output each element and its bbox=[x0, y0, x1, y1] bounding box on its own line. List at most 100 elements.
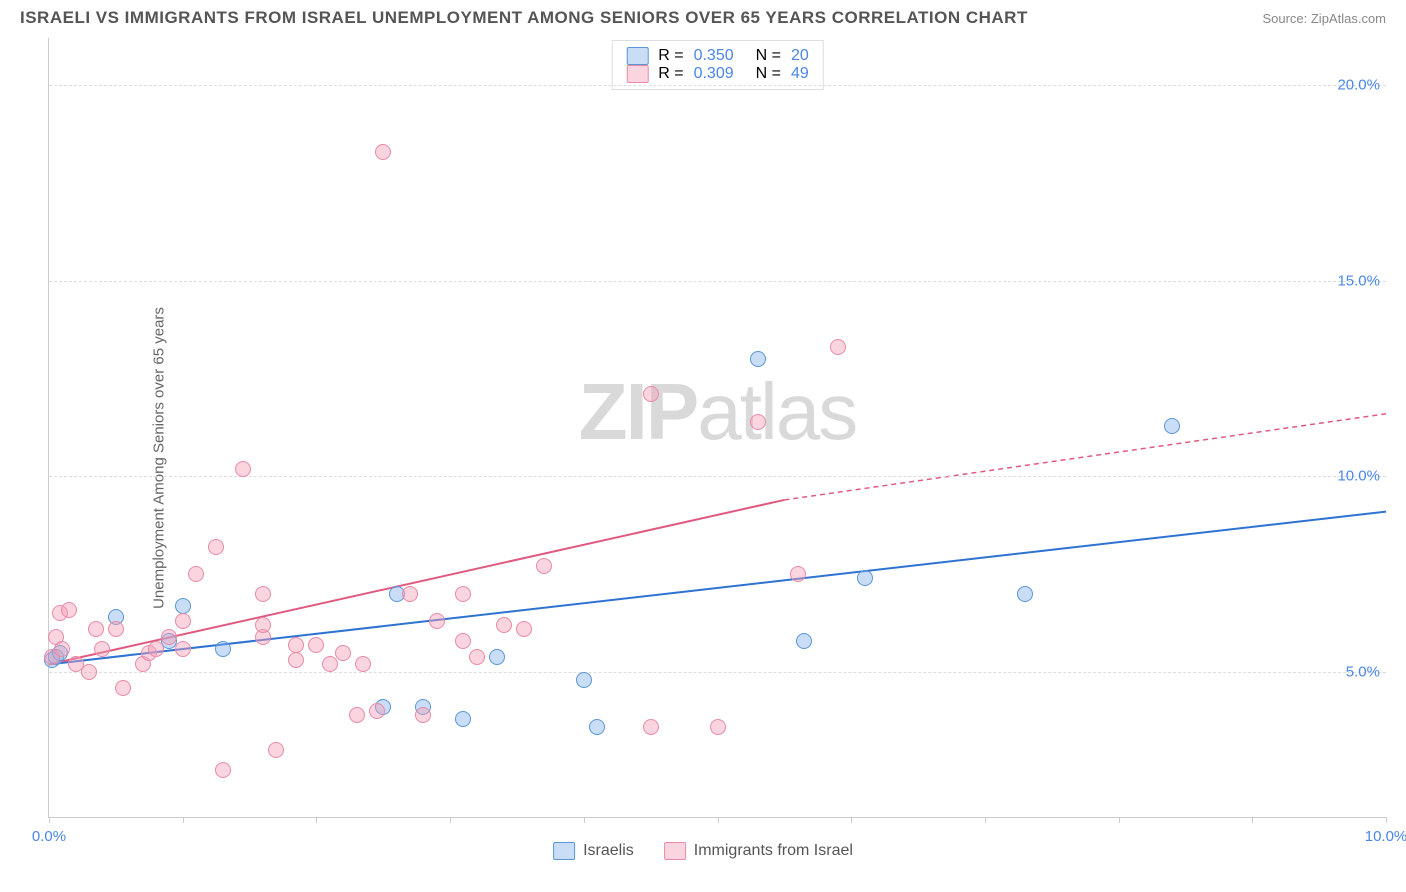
legend-series: Israelis Immigrants from Israel bbox=[553, 842, 853, 860]
legend-row: R =0.309N =49 bbox=[626, 65, 809, 83]
y-tick-label: 5.0% bbox=[1346, 664, 1380, 681]
x-tick bbox=[985, 817, 986, 823]
grid-line bbox=[49, 281, 1386, 282]
data-point bbox=[750, 351, 766, 367]
data-point bbox=[335, 645, 351, 661]
data-point bbox=[643, 719, 659, 735]
x-tick bbox=[183, 817, 184, 823]
trend-lines bbox=[49, 38, 1386, 817]
legend-correlation: R =0.350N =20R =0.309N =49 bbox=[611, 40, 824, 90]
legend-swatch bbox=[626, 65, 648, 83]
data-point bbox=[429, 613, 445, 629]
data-point bbox=[375, 144, 391, 160]
data-point bbox=[161, 629, 177, 645]
legend-r-label: R = bbox=[658, 65, 683, 83]
data-point bbox=[790, 566, 806, 582]
chart-title: ISRAELI VS IMMIGRANTS FROM ISRAEL UNEMPL… bbox=[20, 8, 1028, 28]
source-label: Source: ZipAtlas.com bbox=[1262, 11, 1386, 26]
data-point bbox=[536, 558, 552, 574]
data-point bbox=[589, 719, 605, 735]
data-point bbox=[175, 613, 191, 629]
data-point bbox=[415, 707, 431, 723]
data-point bbox=[308, 637, 324, 653]
data-point bbox=[115, 680, 131, 696]
x-tick-label: 10.0% bbox=[1365, 828, 1406, 845]
legend-item-label: Israelis bbox=[583, 842, 634, 860]
watermark-bold: ZIP bbox=[579, 367, 697, 456]
data-point bbox=[215, 762, 231, 778]
x-tick bbox=[49, 817, 50, 823]
data-point bbox=[489, 649, 505, 665]
x-tick bbox=[1119, 817, 1120, 823]
data-point bbox=[710, 719, 726, 735]
x-tick bbox=[1386, 817, 1387, 823]
watermark: ZIPatlas bbox=[579, 366, 856, 458]
x-tick bbox=[584, 817, 585, 823]
legend-r-label: R = bbox=[658, 47, 683, 65]
legend-n-label: N = bbox=[756, 65, 781, 83]
x-tick bbox=[1252, 817, 1253, 823]
data-point bbox=[175, 598, 191, 614]
data-point bbox=[455, 711, 471, 727]
legend-item: Immigrants from Israel bbox=[664, 842, 853, 860]
data-point bbox=[188, 566, 204, 582]
data-point bbox=[268, 742, 284, 758]
title-bar: ISRAELI VS IMMIGRANTS FROM ISRAEL UNEMPL… bbox=[0, 0, 1406, 38]
data-point bbox=[54, 641, 70, 657]
legend-item: Israelis bbox=[553, 842, 634, 860]
legend-r-value: 0.350 bbox=[694, 47, 734, 65]
legend-swatch bbox=[553, 842, 575, 860]
x-tick bbox=[718, 817, 719, 823]
x-tick-label: 0.0% bbox=[32, 828, 66, 845]
plot-outer: ZIPatlas R =0.350N =20R =0.309N =49 5.0%… bbox=[48, 38, 1386, 818]
grid-line bbox=[49, 85, 1386, 86]
data-point bbox=[750, 414, 766, 430]
data-point bbox=[322, 656, 338, 672]
data-point bbox=[355, 656, 371, 672]
data-point bbox=[830, 339, 846, 355]
data-point bbox=[255, 586, 271, 602]
data-point bbox=[516, 621, 532, 637]
data-point bbox=[81, 664, 97, 680]
plot: ZIPatlas R =0.350N =20R =0.309N =49 5.0%… bbox=[48, 38, 1386, 818]
y-tick-label: 15.0% bbox=[1337, 272, 1380, 289]
data-point bbox=[496, 617, 512, 633]
legend-n-value: 49 bbox=[791, 65, 809, 83]
legend-swatch bbox=[664, 842, 686, 860]
data-point bbox=[402, 586, 418, 602]
legend-row: R =0.350N =20 bbox=[626, 47, 809, 65]
grid-line bbox=[49, 476, 1386, 477]
data-point bbox=[288, 652, 304, 668]
data-point bbox=[61, 602, 77, 618]
grid-line bbox=[49, 672, 1386, 673]
data-point bbox=[455, 586, 471, 602]
data-point bbox=[108, 621, 124, 637]
legend-swatch bbox=[626, 47, 648, 65]
data-point bbox=[235, 461, 251, 477]
data-point bbox=[208, 539, 224, 555]
data-point bbox=[148, 641, 164, 657]
x-tick bbox=[851, 817, 852, 823]
legend-n-value: 20 bbox=[791, 47, 809, 65]
data-point bbox=[349, 707, 365, 723]
data-point bbox=[369, 703, 385, 719]
y-tick-label: 20.0% bbox=[1337, 76, 1380, 93]
data-point bbox=[88, 621, 104, 637]
data-point bbox=[857, 570, 873, 586]
x-tick bbox=[450, 817, 451, 823]
watermark-light: atlas bbox=[697, 367, 856, 456]
data-point bbox=[469, 649, 485, 665]
data-point bbox=[215, 641, 231, 657]
data-point bbox=[288, 637, 304, 653]
data-point bbox=[255, 617, 271, 633]
data-point bbox=[796, 633, 812, 649]
data-point bbox=[576, 672, 592, 688]
chart-area: Unemployment Among Seniors over 65 years… bbox=[0, 38, 1406, 878]
y-tick-label: 10.0% bbox=[1337, 468, 1380, 485]
legend-item-label: Immigrants from Israel bbox=[694, 842, 853, 860]
data-point bbox=[1017, 586, 1033, 602]
data-point bbox=[455, 633, 471, 649]
x-tick bbox=[316, 817, 317, 823]
data-point bbox=[643, 386, 659, 402]
data-point bbox=[94, 641, 110, 657]
